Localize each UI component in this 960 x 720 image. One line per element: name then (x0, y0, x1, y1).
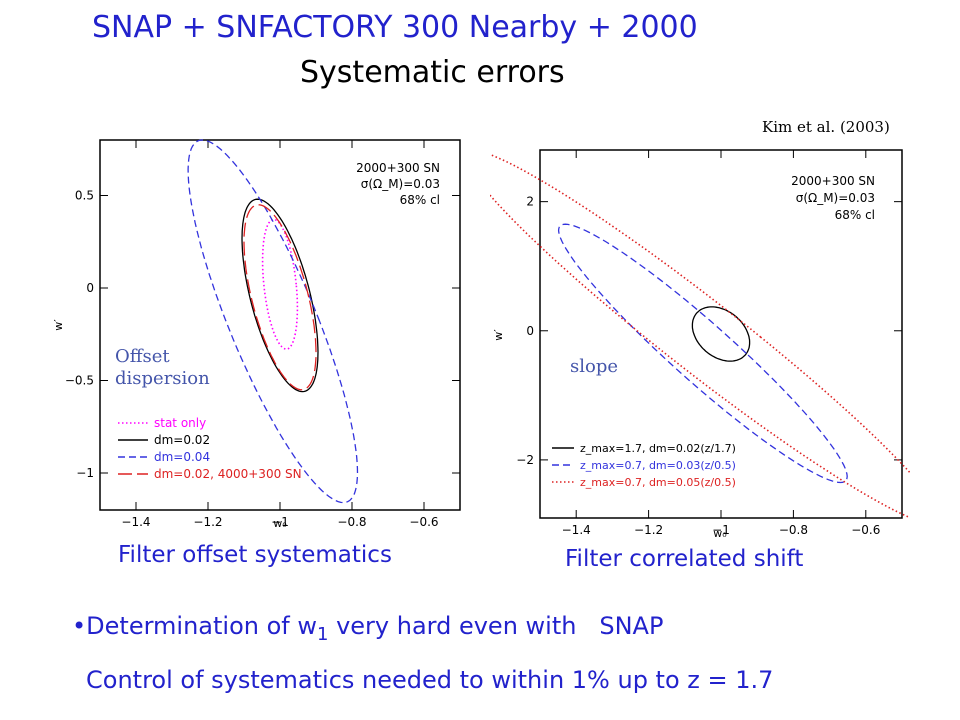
legend: z_max=1.7, dm=0.02(z/1.7) z_max=0.7, dm=0… (552, 442, 736, 489)
legend: stat only dm=0.02 dm=0.04 dm=0.02, 4000+300… (118, 416, 302, 481)
x-axis-label: w₀ (713, 527, 727, 540)
bullet-subscript: 1 (316, 623, 329, 645)
caption-filter-correlated: Filter correlated shift (565, 546, 804, 572)
annotation-line-2: dispersion (115, 368, 210, 389)
y-tick-label: 0 (526, 324, 534, 338)
legend-label: dm=0.02 (154, 433, 210, 447)
y-tick-label: 2 (526, 195, 534, 209)
annotation-slope: slope (570, 356, 619, 377)
legend-label: dm=0.04 (154, 450, 210, 464)
y-tick-label: 0.5 (75, 189, 94, 203)
info-line-3: 68% cl (835, 208, 875, 222)
x-tick-label: −1 (712, 523, 730, 537)
y-tick-label: 0 (86, 281, 94, 295)
citation: Kim et al. (2003) (762, 118, 890, 136)
series-curve-0 (691, 306, 751, 362)
chart-filter-correlated: −1.4 −1.2 −1 −0.8 −0.6 2 0 −2 2000+300 SN σ(Ω_M… (490, 149, 910, 540)
y-axis-label: w′ (52, 319, 65, 331)
series-curve-1 (241, 198, 319, 393)
y-axis-label: w′ (492, 329, 505, 341)
x-tick-label: −1.4 (121, 515, 150, 529)
bullet-control: Control of systematics needed to within … (86, 666, 774, 694)
bullet-text-rest: very hard even with SNAP (328, 612, 664, 640)
caption-filter-offset: Filter offset systematics (118, 542, 392, 568)
series-curve-3 (243, 204, 317, 391)
y-tick-label: −1 (76, 466, 94, 480)
x-tick-label: −1.4 (562, 523, 591, 537)
annotation-line-1: Offset (115, 346, 170, 367)
x-tick-label: −0.8 (337, 515, 366, 529)
info-box: 2000+300 SN σ(Ω_M)=0.03 68% cl (356, 161, 440, 207)
annotation-offset-dispersion: Offset dispersion (115, 346, 210, 390)
legend-label: z_max=0.7, dm=0.05(z/0.5) (580, 476, 736, 489)
info-line-3: 68% cl (400, 193, 440, 207)
series-curve-2 (187, 139, 359, 504)
y-tick-label: −0.5 (65, 374, 94, 388)
chart-filter-offset: −1.4 −1.2 −1 −0.8 −0.6 0.5 0 −0.5 −1 2000+300 SN… (52, 139, 461, 530)
y-tick-label: −2 (516, 453, 534, 467)
legend-label: dm=0.02, 4000+300 SN (154, 467, 302, 481)
x-tick-label: −0.6 (409, 515, 438, 529)
series-curve-2 (490, 153, 910, 519)
bullet-text: •Determination of w (72, 612, 317, 640)
info-line-2: σ(Ω_M)=0.03 (796, 191, 875, 205)
info-line-1: 2000+300 SN (356, 161, 440, 175)
legend-label: stat only (154, 416, 206, 430)
slide-title: SNAP + SNFACTORY 300 Nearby + 2000 (92, 10, 698, 45)
x-tick-label: −1.2 (193, 515, 222, 529)
bullet-determination: •Determination of w1 very hard even with… (72, 612, 663, 645)
info-line-1: 2000+300 SN (791, 174, 875, 188)
x-tick-label: −1 (271, 515, 289, 529)
x-tick-label: −1.2 (634, 523, 663, 537)
x-axis-label: w₀ (273, 517, 287, 530)
series-curve-1 (557, 223, 848, 484)
slide-subtitle: Systematic errors (300, 55, 565, 90)
legend-label: z_max=0.7, dm=0.03(z/0.5) (580, 459, 736, 472)
x-tick-label: −0.6 (851, 523, 880, 537)
x-tick-label: −0.8 (779, 523, 808, 537)
info-box: 2000+300 SN σ(Ω_M)=0.03 68% cl (791, 174, 875, 222)
info-line-2: σ(Ω_M)=0.03 (361, 177, 440, 191)
legend-label: z_max=1.7, dm=0.02(z/1.7) (580, 442, 736, 455)
